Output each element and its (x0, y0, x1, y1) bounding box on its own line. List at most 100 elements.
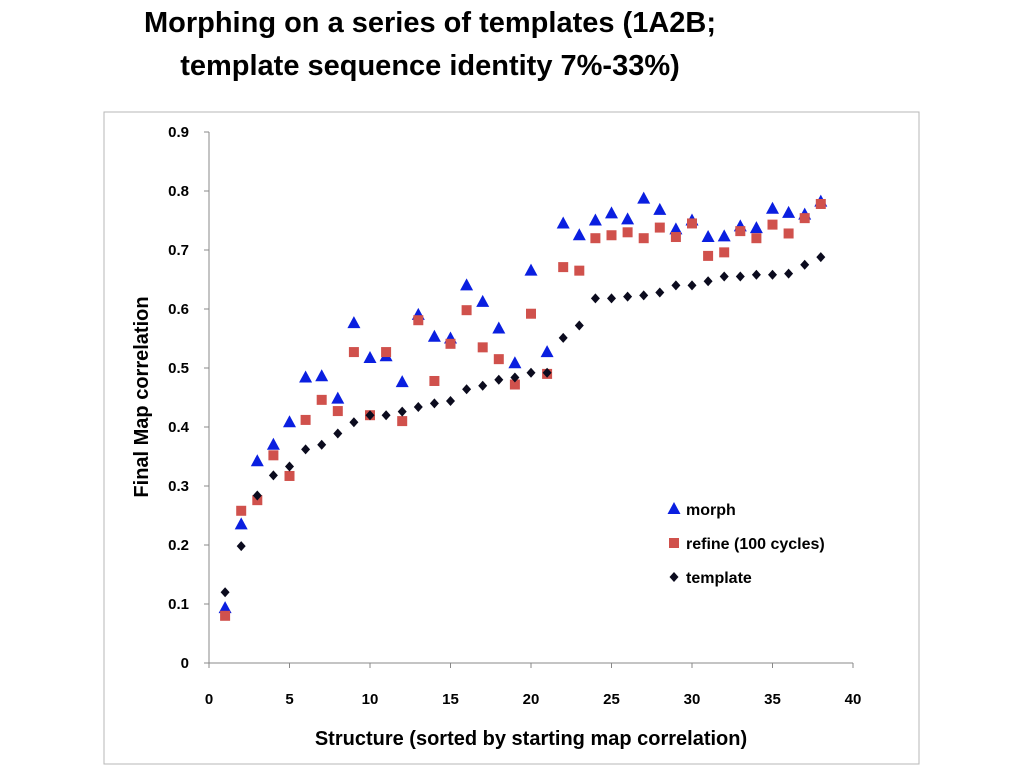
triangle-point (540, 345, 554, 358)
diamond-point (494, 374, 504, 385)
triangle-point (782, 205, 796, 218)
square-point (719, 247, 730, 258)
square-point (236, 505, 247, 516)
square-point (574, 265, 585, 276)
legend-marker-triangle (667, 502, 681, 514)
square-point (590, 233, 601, 244)
diamond-point (768, 269, 777, 280)
square-point (735, 226, 746, 237)
square-point (316, 394, 327, 405)
square-point (461, 305, 472, 316)
y-tick-label: 0.3 (168, 478, 189, 495)
chart-frame (103, 111, 920, 765)
triangle-point (717, 229, 731, 242)
diamond-point (639, 290, 649, 301)
triangle-point (347, 316, 361, 329)
legend-item: template (669, 570, 752, 587)
diamond-point (236, 541, 246, 552)
square-point (493, 354, 504, 365)
y-tick-label: 0.9 (168, 124, 189, 141)
legend-marker-square (669, 538, 679, 548)
triangle-point (315, 369, 329, 382)
square-point (526, 308, 536, 319)
square-point (220, 610, 231, 621)
triangle-point (427, 329, 441, 342)
triangle-point (266, 437, 280, 450)
square-point (429, 375, 440, 386)
triangle-point (749, 221, 763, 234)
square-point (413, 315, 424, 326)
legend-item: morph (667, 502, 736, 519)
x-tick-label: 5 (285, 691, 293, 708)
diamond-point (800, 259, 810, 270)
legend-label: morph (686, 502, 736, 519)
triangle-point (234, 517, 248, 530)
square-point (815, 198, 826, 209)
x-tick-label: 20 (523, 691, 540, 708)
y-tick-label: 0.1 (168, 596, 189, 613)
triangle-point (395, 375, 409, 388)
diamond-point (333, 428, 343, 439)
diamond-point (429, 398, 439, 409)
square-point (670, 232, 681, 243)
square-point (477, 342, 488, 353)
square-point (783, 228, 794, 239)
diamond-point (381, 410, 391, 421)
x-tick-label: 10 (362, 691, 379, 708)
square-point (767, 219, 778, 230)
triangle-point (250, 454, 264, 467)
diamond-point (301, 444, 311, 455)
square-point (638, 233, 649, 244)
diamond-point (542, 367, 552, 378)
legend-marker-diamond (669, 572, 679, 582)
diamond-point (703, 276, 713, 287)
triangle-point (524, 263, 538, 276)
triangle-point (331, 391, 345, 404)
x-axis-ticks: 0 5 10 15 20 25 30 35 40 (205, 663, 861, 708)
diamond-point (317, 439, 327, 450)
diamond-point (735, 271, 745, 282)
triangle-point (588, 213, 602, 226)
diamond-point (719, 271, 729, 282)
square-point (799, 213, 810, 224)
diamond-point (285, 461, 294, 472)
diamond-point (623, 291, 633, 302)
square-point (348, 347, 359, 358)
series-diamond (220, 252, 826, 598)
diamond-point (816, 252, 826, 263)
legend-label: template (686, 570, 752, 587)
triangle-point (556, 216, 570, 229)
square-point (268, 450, 279, 461)
diamond-point (558, 332, 568, 343)
square-point (332, 406, 343, 417)
triangle-point (218, 601, 232, 614)
square-point (284, 470, 295, 481)
diamond-point (462, 384, 472, 395)
triangle-point (476, 294, 490, 307)
square-point (558, 262, 569, 273)
diamond-point (510, 372, 520, 383)
triangle-point (621, 212, 635, 225)
slide-title: Morphing on a series of templates (1A2B;… (143, 7, 717, 82)
diamond-point (751, 269, 761, 280)
diamond-point (590, 293, 600, 304)
triangle-point (701, 230, 715, 243)
legend: morph refine (100 cycles) template (667, 502, 825, 587)
y-tick-label: 0.5 (168, 360, 189, 377)
x-tick-label: 25 (603, 691, 620, 708)
square-point (300, 414, 311, 425)
triangle-point (572, 228, 586, 241)
legend-label: refine (100 cycles) (686, 536, 825, 553)
square-point (606, 230, 617, 241)
diamond-point (413, 401, 423, 412)
triangle-point (653, 202, 667, 215)
y-axis-ticks: 0 0.1 0.2 0.3 0.4 0.5 0.6 0.7 0.8 0.9 (168, 124, 209, 672)
diamond-point (268, 470, 278, 481)
x-axis-title: Structure (sorted by starting map correl… (315, 728, 747, 750)
square-point (622, 227, 633, 238)
diamond-point (446, 396, 455, 407)
y-tick-label: 0.2 (168, 537, 189, 554)
diamond-point (607, 293, 616, 304)
data-points (218, 191, 828, 621)
